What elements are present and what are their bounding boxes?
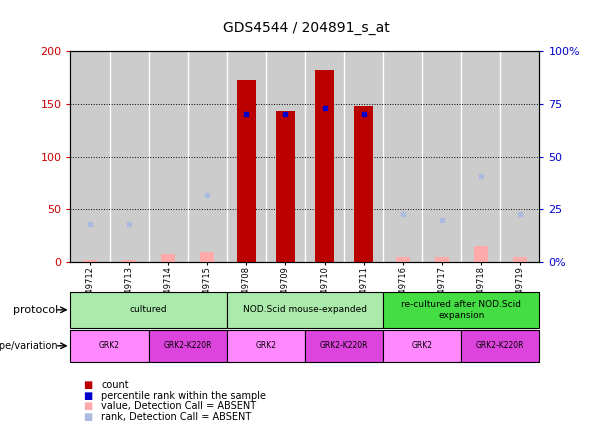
Text: GRK2-K220R: GRK2-K220R	[476, 341, 525, 350]
Bar	[122, 260, 136, 262]
Text: GDS4544 / 204891_s_at: GDS4544 / 204891_s_at	[223, 21, 390, 35]
Bar	[474, 246, 488, 262]
Bar	[149, 330, 227, 362]
Text: GRK2: GRK2	[412, 341, 433, 350]
Text: ■: ■	[83, 412, 92, 422]
Text: protocol: protocol	[13, 305, 58, 315]
Text: cultured: cultured	[130, 305, 167, 314]
Bar	[70, 292, 227, 328]
Bar	[435, 257, 449, 262]
Text: rank, Detection Call = ABSENT: rank, Detection Call = ABSENT	[101, 412, 251, 422]
Text: genotype/variation: genotype/variation	[0, 341, 58, 351]
Text: ■: ■	[83, 390, 92, 401]
Text: GRK2: GRK2	[99, 341, 120, 350]
Bar	[305, 330, 383, 362]
Bar	[383, 330, 462, 362]
Bar	[396, 257, 409, 262]
Bar	[354, 106, 373, 262]
Bar	[462, 330, 539, 362]
Text: GRK2-K220R: GRK2-K220R	[320, 341, 368, 350]
Bar	[513, 257, 527, 262]
Text: ■: ■	[83, 380, 92, 390]
Text: GRK2: GRK2	[256, 341, 276, 350]
Text: value, Detection Call = ABSENT: value, Detection Call = ABSENT	[101, 401, 256, 411]
Text: count: count	[101, 380, 129, 390]
Text: re-cultured after NOD.Scid
expansion: re-cultured after NOD.Scid expansion	[402, 300, 521, 319]
Bar	[237, 80, 256, 262]
Bar	[83, 260, 97, 262]
Bar	[70, 330, 149, 362]
Bar	[200, 252, 214, 262]
Text: ■: ■	[83, 401, 92, 411]
Bar	[227, 292, 383, 328]
Bar	[314, 70, 334, 262]
Text: GRK2-K220R: GRK2-K220R	[164, 341, 212, 350]
Bar	[383, 292, 539, 328]
Bar	[276, 111, 295, 262]
Text: NOD.Scid mouse-expanded: NOD.Scid mouse-expanded	[243, 305, 367, 314]
Bar	[161, 254, 175, 262]
Bar	[227, 330, 305, 362]
Text: percentile rank within the sample: percentile rank within the sample	[101, 390, 266, 401]
